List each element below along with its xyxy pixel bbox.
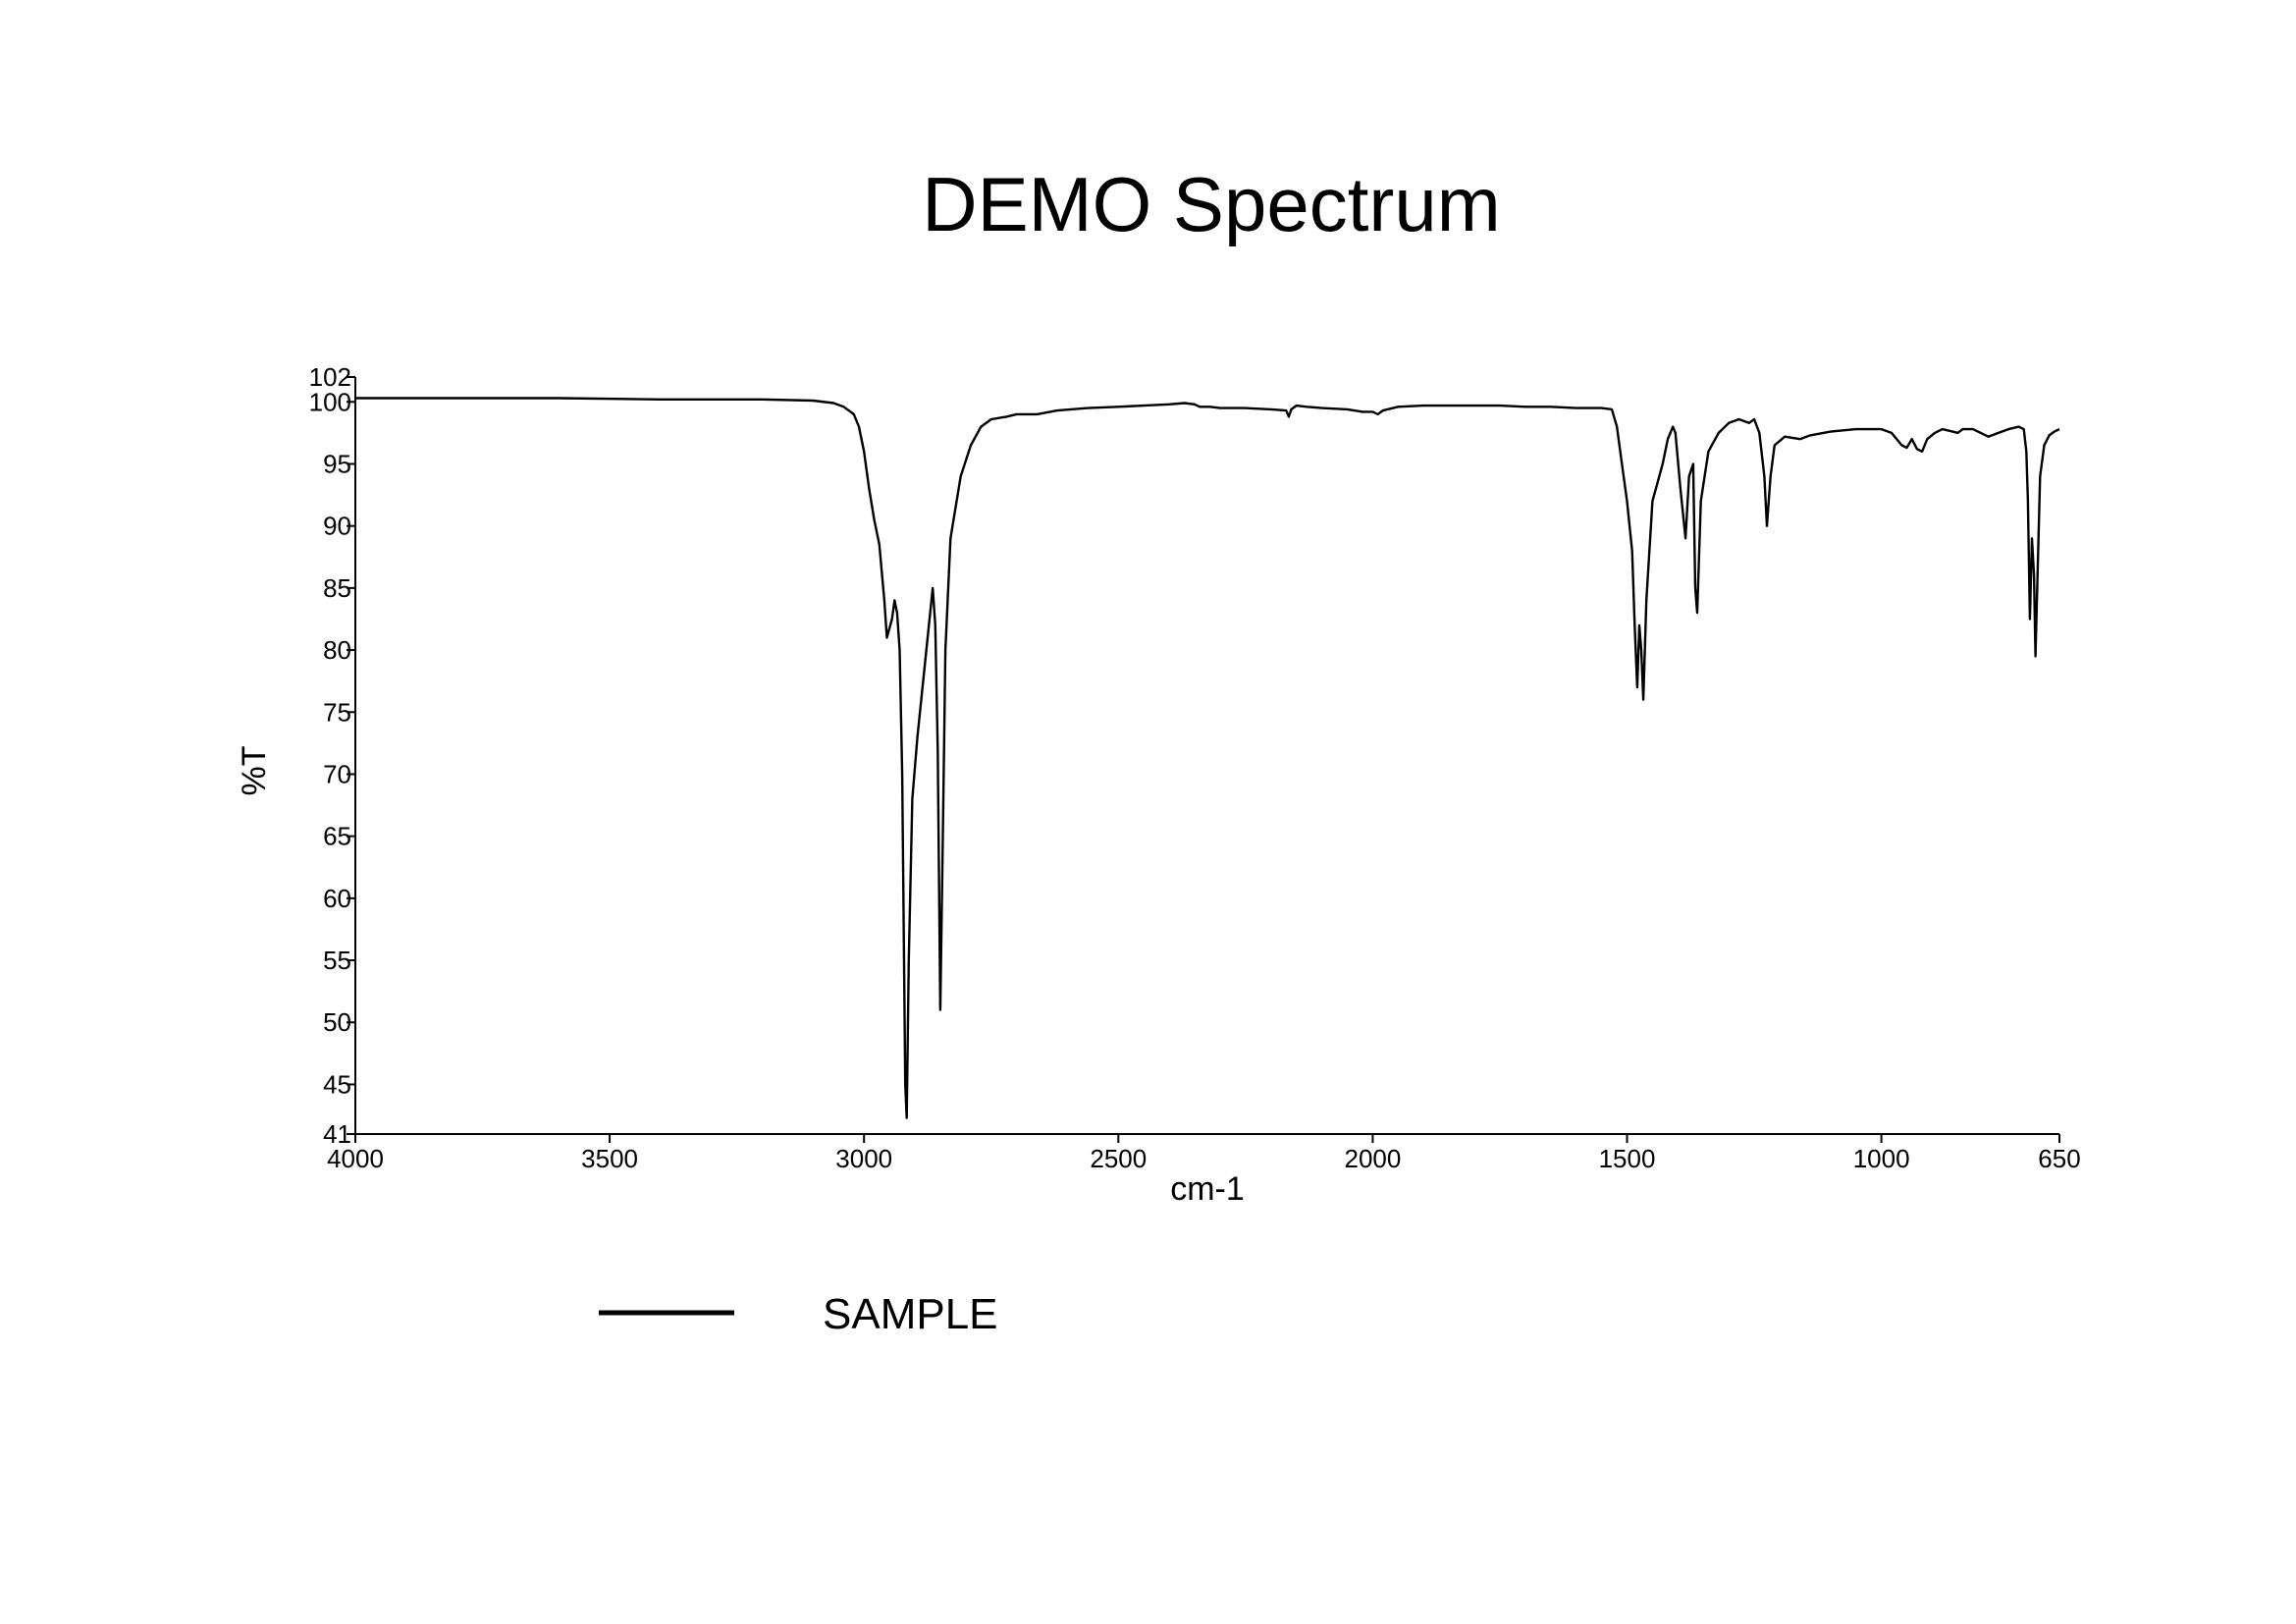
chart-title: DEMO Spectrum <box>922 161 1500 247</box>
y-tick-label: 80 <box>323 635 351 665</box>
x-axis-ticks: 4000 3500 3000 2500 2000 1500 1000 650 <box>327 1134 2081 1173</box>
x-axis-label: cm-1 <box>1170 1170 1245 1208</box>
y-tick-label: 50 <box>323 1007 351 1037</box>
y-tick-label: 90 <box>323 512 351 541</box>
y-tick-label: 41 <box>323 1119 351 1149</box>
x-tick-label: 3000 <box>835 1144 892 1173</box>
y-tick-label: 70 <box>323 759 351 788</box>
y-tick-label: 102 <box>309 362 351 392</box>
x-tick-label: 2000 <box>1344 1144 1401 1173</box>
legend: SAMPLE <box>599 1290 998 1338</box>
y-tick-label: 45 <box>323 1069 351 1099</box>
y-tick-label: 100 <box>309 387 351 416</box>
y-tick-label: 55 <box>323 946 351 975</box>
x-tick-label: 4000 <box>327 1144 384 1173</box>
axes <box>354 377 2059 1135</box>
y-tick-label: 75 <box>323 697 351 727</box>
y-tick-label: 65 <box>323 822 351 851</box>
series-layer <box>355 397 2060 1119</box>
y-tick-label: 95 <box>323 449 351 478</box>
x-tick-label: 650 <box>2038 1144 2080 1173</box>
x-tick-label: 2500 <box>1090 1144 1147 1173</box>
x-tick-label: 3500 <box>581 1144 638 1173</box>
legend-label-sample: SAMPLE <box>823 1290 998 1338</box>
y-tick-label: 85 <box>323 573 351 603</box>
x-tick-label: 1500 <box>1599 1144 1656 1173</box>
series-line-sample <box>355 397 2060 1119</box>
y-tick-label: 60 <box>323 884 351 913</box>
y-axis-label: %T <box>236 746 273 796</box>
x-tick-label: 1000 <box>1853 1144 1910 1173</box>
